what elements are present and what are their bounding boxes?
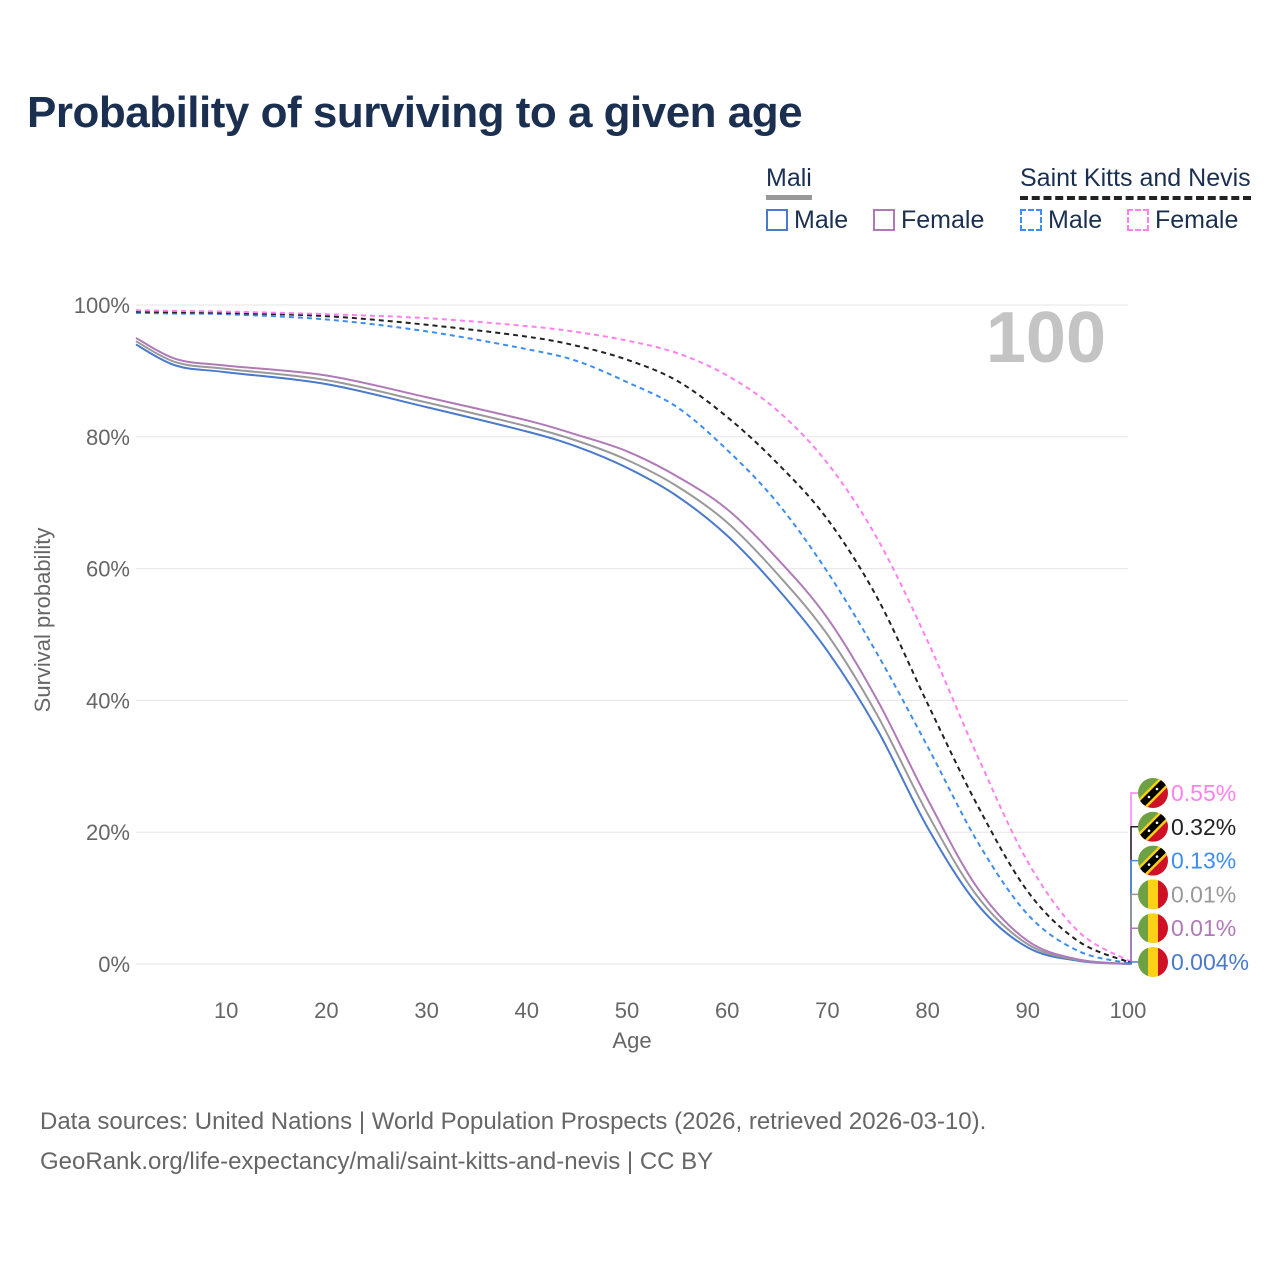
- chart-title: Probability of surviving to a given age: [27, 88, 803, 137]
- flag-yellow: [1148, 913, 1158, 944]
- leader-line: [1128, 927, 1138, 965]
- series-line-mali-female: [135, 337, 1129, 965]
- leader-line: [1128, 893, 1138, 965]
- legend-group-mali: Mali: [766, 164, 812, 200]
- y-tick-label: 0%: [98, 952, 130, 977]
- end-label-group: 0.32%: [1128, 811, 1236, 963]
- flag-yellow: [1148, 947, 1158, 977]
- legend-item-skn-female[interactable]: Female: [1127, 206, 1238, 235]
- end-label-group: 0.01%: [1128, 913, 1236, 965]
- legend-item-mali-male[interactable]: Male: [766, 206, 848, 235]
- x-tick-label: 90: [1016, 998, 1040, 1023]
- end-value-label: 0.55%: [1171, 780, 1236, 806]
- end-value-label: 0.004%: [1171, 949, 1249, 975]
- x-tick-label: 80: [915, 998, 939, 1023]
- legend-group-title: Mali: [766, 164, 812, 192]
- series-line-mali-male: [135, 343, 1129, 965]
- legend-item-skn-male[interactable]: Male: [1020, 206, 1102, 235]
- end-label-group: 0.004%: [1128, 947, 1249, 977]
- legend-item-mali-female[interactable]: Female: [873, 206, 984, 235]
- legend-label: Male: [794, 206, 849, 234]
- legend-label: Male: [1048, 206, 1103, 234]
- flag-black: [1138, 811, 1168, 842]
- flag-green: [1138, 879, 1148, 910]
- end-value-label: 0.13%: [1171, 848, 1236, 874]
- legend-group-skn: Saint Kitts and Nevis: [1020, 164, 1251, 200]
- y-tick-label: 80%: [86, 425, 130, 450]
- x-tick-label: 50: [615, 998, 639, 1023]
- end-value-label: 0.01%: [1171, 881, 1236, 907]
- x-tick-label: 40: [515, 998, 539, 1023]
- legend-swatch: [873, 209, 895, 231]
- leader-line: [1128, 961, 1138, 965]
- flag-red: [1158, 879, 1168, 910]
- end-label-group: 0.13%: [1128, 845, 1236, 964]
- flag-black: [1138, 778, 1168, 808]
- mali-flag-icon: [1138, 947, 1168, 977]
- x-tick-label: 70: [815, 998, 839, 1023]
- flag-green: [1138, 947, 1148, 977]
- legend-swatch: [766, 209, 788, 231]
- end-value-label: 0.32%: [1171, 814, 1236, 840]
- flag-yellow: [1148, 879, 1158, 910]
- x-tick-label: 10: [214, 998, 238, 1023]
- series-line-saint-kitts-and-nevis-male: [135, 311, 1129, 965]
- legend-solid-line: [766, 195, 812, 200]
- flag-star: [1155, 855, 1159, 858]
- flag-star: [1155, 787, 1159, 791]
- x-axis-label: Age: [612, 1028, 651, 1053]
- flag-star: [1147, 795, 1151, 799]
- legend-dashed-line: [1020, 196, 1251, 200]
- mali-flag-icon: [1138, 913, 1168, 944]
- flag-red: [1158, 947, 1168, 977]
- x-tick-label: 100: [1110, 998, 1147, 1023]
- y-tick-label: 20%: [86, 820, 130, 845]
- legend-label: Female: [1155, 206, 1239, 234]
- series-line-mali-total: [135, 340, 1129, 965]
- series-line-saint-kitts-and-nevis-female: [135, 309, 1129, 962]
- flag-star: [1155, 821, 1159, 825]
- age-watermark: 100: [986, 298, 1106, 378]
- series-line-saint-kitts-and-nevis-total: [135, 310, 1129, 963]
- mali-flag-icon: [1138, 879, 1168, 910]
- legend-group-title: Saint Kitts and Nevis: [1020, 164, 1251, 192]
- flag-green: [1138, 913, 1148, 944]
- leader-line: [1128, 792, 1138, 962]
- y-axis-label: Survival probability: [30, 528, 55, 713]
- flag-star: [1147, 863, 1151, 866]
- source-line: Data sources: United Nations | World Pop…: [40, 1108, 987, 1135]
- x-tick-label: 20: [314, 998, 338, 1023]
- y-tick-label: 100%: [74, 293, 130, 318]
- flag-star: [1147, 829, 1151, 833]
- flag-red: [1158, 913, 1168, 944]
- saint-kitts-flag-icon: [1138, 811, 1168, 842]
- x-tick-label: 30: [414, 998, 438, 1023]
- leader-line: [1128, 859, 1138, 964]
- end-label-group: 0.01%: [1128, 879, 1236, 965]
- source-url[interactable]: GeoRank.org/life-expectancy/mali/saint-k…: [40, 1148, 714, 1175]
- saint-kitts-flag-icon: [1138, 845, 1168, 876]
- x-tick-label: 60: [715, 998, 739, 1023]
- legend-swatch: [1127, 209, 1149, 231]
- saint-kitts-flag-icon: [1138, 778, 1168, 808]
- flag-black: [1138, 845, 1168, 876]
- end-value-label: 0.01%: [1171, 915, 1236, 941]
- legend-label: Female: [901, 206, 985, 234]
- y-tick-label: 40%: [86, 688, 130, 713]
- legend-swatch: [1020, 209, 1042, 231]
- y-tick-label: 60%: [86, 557, 130, 582]
